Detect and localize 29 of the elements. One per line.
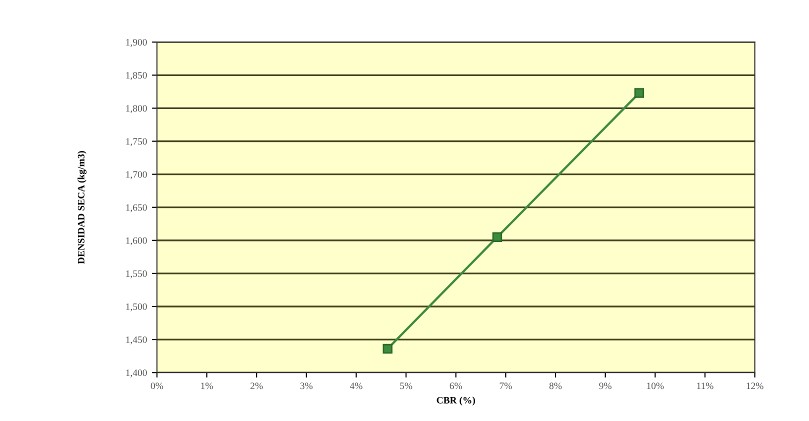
point xyxy=(634,88,644,98)
x-tick-label: 5% xyxy=(400,382,412,390)
y-tick-label: 1,400 xyxy=(126,369,147,378)
y-tick-label: 1,700 xyxy=(126,171,147,180)
x-tick-label: 6% xyxy=(450,382,462,390)
point xyxy=(382,344,392,354)
x-tick-label: 9% xyxy=(599,382,612,390)
y-tick-label: 1,450 xyxy=(126,336,147,344)
y-tick-label: 1,500 xyxy=(126,303,147,312)
x-tick-label: 10% xyxy=(647,382,664,390)
point xyxy=(492,232,502,242)
x-tick-label: 8% xyxy=(549,382,562,390)
x-tick-label: 11% xyxy=(697,382,714,390)
y-tick-label: 1,800 xyxy=(126,105,147,114)
x-axis-title: CBR (%) xyxy=(436,396,476,406)
y-tick-label: 1,650 xyxy=(126,204,147,212)
y-tick-label: 1,750 xyxy=(126,138,147,146)
x-tick-label: 7% xyxy=(500,382,512,390)
x-tick-label: 12% xyxy=(746,382,764,390)
x-tick-label: 1% xyxy=(201,382,213,390)
y-tick-label: 1,850 xyxy=(126,72,147,80)
y-tick-label: 1,550 xyxy=(126,270,147,278)
y-tick-label: 1,600 xyxy=(126,237,147,246)
x-tick-label: 0% xyxy=(150,382,164,390)
y-axis-title: DENSIDAD SECA (kg/m3) xyxy=(78,151,86,264)
x-tick-label: 2% xyxy=(250,382,263,390)
x-tick-label: 4% xyxy=(350,382,362,390)
y-tick-label: 1,900 xyxy=(126,39,147,47)
x-tick-label: 3% xyxy=(300,382,313,390)
